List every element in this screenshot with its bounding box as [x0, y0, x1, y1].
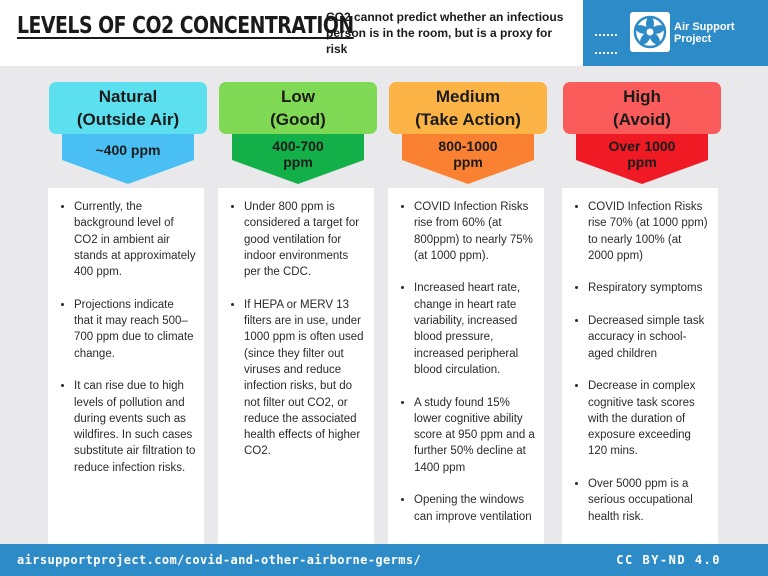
- level-label: Low: [280, 87, 315, 106]
- level-range-unit: ppm: [283, 154, 313, 170]
- level-card-high: COVID Infection Risks rise 70% (at 1000 …: [562, 188, 718, 544]
- list-item: Under 800 ppm is considered a target for…: [244, 199, 366, 280]
- list-item: Currently, the background level of CO2 i…: [74, 199, 196, 280]
- level-range: Over 1000: [608, 138, 676, 154]
- level-card-natural: Currently, the background level of CO2 i…: [48, 188, 204, 544]
- bullet-list: COVID Infection Risks rise 70% (at 1000 …: [574, 199, 710, 525]
- level-column-medium: Medium (Take Action) 800-1000 ppm: [389, 82, 547, 184]
- level-card-medium: COVID Infection Risks rise from 60% (at …: [388, 188, 544, 544]
- level-range: 400-700: [272, 138, 324, 154]
- list-item: Over 5000 ppm is a serious occupational …: [588, 476, 710, 525]
- level-label: Medium: [435, 87, 501, 106]
- list-item: Decreased simple task accuracy in school…: [588, 313, 710, 362]
- list-item: Respiratory symptoms: [588, 280, 710, 296]
- level-label-sub: (Outside Air): [76, 110, 180, 129]
- list-item: COVID Infection Risks rise 70% (at 1000 …: [588, 199, 710, 264]
- level-column-low: Low (Good) 400-700 ppm: [219, 82, 377, 184]
- level-label-sub: (Good): [270, 110, 326, 129]
- level-tab: Low (Good): [219, 82, 377, 134]
- footer: airsupportproject.com/covid-and-other-ai…: [0, 544, 768, 576]
- logo-text: Air Support Project: [674, 21, 735, 45]
- level-range: 800-1000: [438, 138, 498, 154]
- license-label: CC BY-ND 4.0: [616, 553, 721, 567]
- level-range-arrow: 400-700 ppm: [232, 134, 364, 184]
- list-item: Decrease in complex cognitive task score…: [588, 378, 710, 459]
- level-tab: Natural (Outside Air): [49, 82, 207, 134]
- list-item: Projections indicate that it may reach 5…: [74, 297, 196, 362]
- list-item: It can rise due to high levels of pollut…: [74, 378, 196, 476]
- bullet-list: COVID Infection Risks rise from 60% (at …: [400, 199, 536, 525]
- level-range-arrow: Over 1000 ppm: [576, 134, 708, 184]
- list-item: A study found 15% lower cognitive abilit…: [414, 395, 536, 476]
- dots-decoration: [595, 26, 625, 62]
- level-label-sub: (Avoid): [613, 110, 671, 129]
- level-column-natural: Natural (Outside Air) ~400 ppm: [49, 82, 207, 184]
- page-title: LEVELS OF CO2 CONCENTRATION: [17, 13, 354, 39]
- level-label: Natural: [98, 87, 158, 106]
- level-tab: High (Avoid): [563, 82, 721, 134]
- level-label: High: [623, 87, 661, 106]
- level-range-unit: ppm: [453, 154, 483, 170]
- level-column-high: High (Avoid) Over 1000 ppm: [563, 82, 721, 184]
- page-subtitle: CO2 cannot predict whether an infectious…: [326, 10, 564, 56]
- header: LEVELS OF CO2 CONCENTRATION CO2 cannot p…: [0, 0, 768, 66]
- list-item: COVID Infection Risks rise from 60% (at …: [414, 199, 536, 264]
- level-range-unit: ppm: [627, 154, 657, 170]
- list-item: If HEPA or MERV 13 filters are in use, u…: [244, 297, 366, 460]
- bullet-list: Under 800 ppm is considered a target for…: [230, 199, 366, 460]
- level-card-low: Under 800 ppm is considered a target for…: [218, 188, 374, 544]
- footer-url-link[interactable]: airsupportproject.com/covid-and-other-ai…: [17, 553, 422, 567]
- list-item: Opening the windows can improve ventilat…: [414, 492, 536, 525]
- fan-icon: [630, 12, 670, 52]
- level-range-arrow: ~400 ppm: [62, 134, 194, 184]
- level-range-arrow: 800-1000 ppm: [402, 134, 534, 184]
- level-range: ~400 ppm: [95, 142, 161, 158]
- level-tab: Medium (Take Action): [389, 82, 547, 134]
- brand-block: Air Support Project: [583, 0, 768, 66]
- list-item: Increased heart rate, change in heart ra…: [414, 280, 536, 378]
- level-label-sub: (Take Action): [415, 110, 521, 129]
- bullet-list: Currently, the background level of CO2 i…: [60, 199, 196, 476]
